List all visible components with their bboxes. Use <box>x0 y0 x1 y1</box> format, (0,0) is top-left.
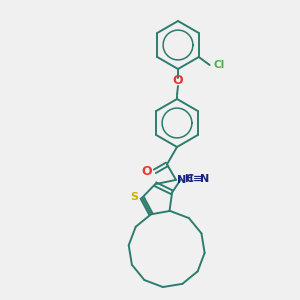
Text: C: C <box>186 174 194 184</box>
Text: H: H <box>184 174 192 184</box>
Text: N: N <box>200 174 209 184</box>
Text: O: O <box>141 165 152 178</box>
Text: N: N <box>177 175 186 185</box>
Text: S: S <box>130 192 138 202</box>
Text: ≡: ≡ <box>193 174 202 184</box>
Text: O: O <box>173 74 183 88</box>
Text: Cl: Cl <box>214 60 225 70</box>
